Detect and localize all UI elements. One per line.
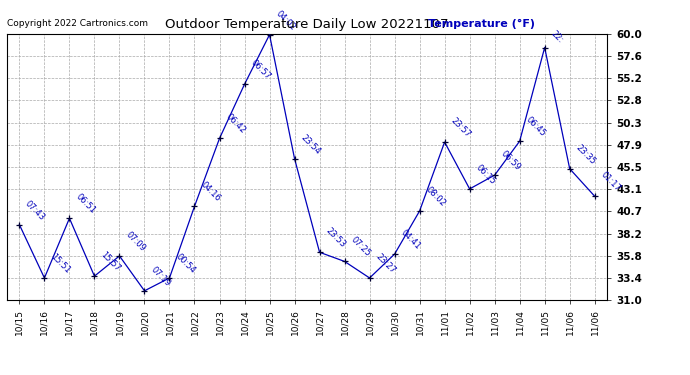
Point (339, 258, 350, 264)
Text: 07:09: 07:09 (124, 230, 147, 253)
Point (64, 215, 75, 221)
Text: 23:35: 23:35 (574, 142, 597, 166)
Text: 15:57: 15:57 (99, 250, 122, 273)
Text: 06:45: 06:45 (524, 115, 547, 138)
Point (389, 251, 400, 257)
Point (14, 222, 25, 228)
Text: 00:54: 00:54 (174, 252, 197, 275)
Text: 23:53: 23:53 (324, 226, 347, 249)
Text: 15:51: 15:51 (48, 252, 72, 275)
Text: 04:16: 04:16 (199, 180, 222, 204)
Point (114, 253, 125, 259)
Point (564, 166, 575, 172)
Text: Copyright 2022 Cartronics.com: Copyright 2022 Cartronics.com (7, 19, 148, 28)
Point (464, 186, 475, 192)
Point (39, 275, 50, 281)
Point (89, 273, 100, 279)
Text: 07:43: 07:43 (23, 199, 47, 222)
Text: Temperature (°F): Temperature (°F) (428, 19, 535, 29)
Point (164, 275, 175, 281)
Text: 07:25: 07:25 (348, 236, 372, 259)
Text: 07:19: 07:19 (148, 265, 172, 288)
Text: 06:42: 06:42 (224, 112, 247, 136)
Point (539, 45, 550, 51)
Point (314, 249, 325, 255)
Text: 06:59: 06:59 (499, 149, 522, 172)
Text: 08:02: 08:02 (424, 185, 447, 208)
Point (589, 193, 600, 199)
Text: 23:54: 23:54 (299, 133, 322, 156)
Point (489, 172, 500, 178)
Text: 23:27: 23:27 (374, 252, 397, 275)
Text: 06:51: 06:51 (74, 192, 97, 216)
Text: 06:57: 06:57 (248, 58, 272, 81)
Text: 23:57: 23:57 (448, 116, 472, 139)
Point (214, 135, 225, 141)
Point (439, 139, 450, 145)
Text: 06:15: 06:15 (474, 163, 497, 186)
Text: 04:02: 04:02 (274, 9, 297, 32)
Text: 04:41: 04:41 (399, 228, 422, 251)
Point (414, 208, 425, 214)
Point (289, 156, 300, 162)
Point (139, 288, 150, 294)
Title: Outdoor Temperature Daily Low 20221107: Outdoor Temperature Daily Low 20221107 (166, 18, 448, 31)
Point (264, 32, 275, 38)
Point (514, 138, 525, 144)
Point (189, 203, 200, 209)
Text: 01:17: 01:17 (599, 170, 622, 194)
Text: 22:: 22: (549, 29, 564, 45)
Point (239, 81, 250, 87)
Point (364, 275, 375, 281)
